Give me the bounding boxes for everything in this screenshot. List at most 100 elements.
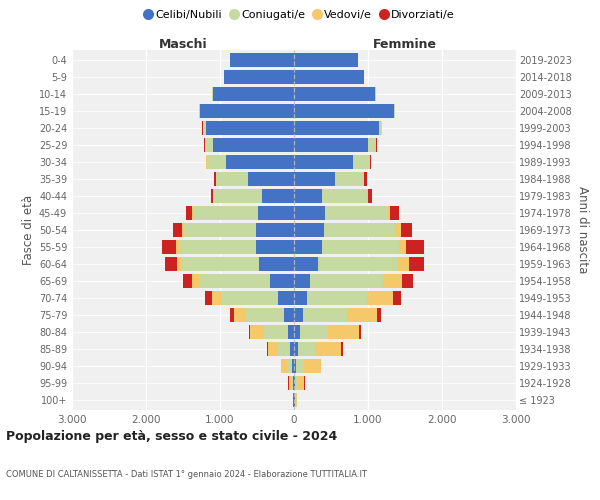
Text: COMUNE DI CALTANISSETTA - Dati ISTAT 1° gennaio 2024 - Elaborazione TUTTITALIA.I: COMUNE DI CALTANISSETTA - Dati ISTAT 1° …: [6, 470, 367, 479]
Bar: [315, 342, 341, 356]
Bar: [192, 274, 199, 288]
Bar: [180, 240, 256, 254]
Bar: [164, 256, 177, 271]
Bar: [203, 121, 206, 136]
Bar: [230, 53, 294, 68]
Bar: [293, 392, 294, 407]
Bar: [294, 87, 376, 102]
Bar: [294, 189, 322, 204]
Bar: [393, 290, 401, 305]
Bar: [256, 240, 294, 254]
Bar: [394, 104, 395, 118]
Bar: [294, 104, 394, 118]
Bar: [291, 376, 293, 390]
Bar: [319, 256, 397, 271]
Bar: [390, 206, 399, 220]
Bar: [294, 53, 358, 68]
Bar: [292, 358, 294, 373]
Y-axis label: Anni di nascita: Anni di nascita: [576, 186, 589, 274]
Text: Femmine: Femmine: [373, 38, 437, 51]
Bar: [399, 240, 406, 254]
Bar: [406, 240, 424, 254]
Bar: [294, 324, 300, 339]
Bar: [234, 308, 246, 322]
Bar: [214, 172, 216, 186]
Bar: [294, 70, 364, 84]
Bar: [294, 206, 325, 220]
Bar: [184, 223, 256, 237]
Bar: [265, 324, 288, 339]
Bar: [367, 290, 393, 305]
Bar: [294, 376, 295, 390]
Bar: [294, 308, 303, 322]
Legend: Celibi/Nubili, Coniugati/e, Vedovi/e, Divorziati/e: Celibi/Nubili, Coniugati/e, Vedovi/e, Di…: [141, 6, 459, 25]
Bar: [323, 223, 395, 237]
Bar: [368, 138, 376, 152]
Bar: [221, 290, 278, 305]
Bar: [370, 155, 371, 170]
Bar: [328, 324, 359, 339]
Text: Popolazione per età, sesso e stato civile - 2024: Popolazione per età, sesso e stato civil…: [6, 430, 337, 443]
Bar: [246, 308, 284, 322]
Bar: [383, 274, 402, 288]
Bar: [377, 308, 382, 322]
Bar: [294, 256, 319, 271]
Bar: [395, 223, 401, 237]
Bar: [192, 206, 193, 220]
Bar: [217, 172, 248, 186]
Bar: [320, 358, 322, 373]
Bar: [177, 256, 182, 271]
Bar: [199, 274, 269, 288]
Bar: [293, 376, 294, 390]
Bar: [294, 240, 322, 254]
Bar: [248, 172, 294, 186]
Bar: [322, 189, 367, 204]
Bar: [262, 189, 294, 204]
Bar: [296, 358, 304, 373]
Bar: [397, 256, 409, 271]
Bar: [173, 223, 182, 237]
Bar: [193, 206, 258, 220]
Bar: [212, 87, 294, 102]
Bar: [278, 342, 290, 356]
Bar: [294, 358, 296, 373]
Bar: [367, 189, 368, 204]
Bar: [310, 274, 383, 288]
Bar: [211, 189, 214, 204]
Bar: [205, 290, 212, 305]
Bar: [376, 138, 377, 152]
Bar: [303, 308, 347, 322]
Bar: [249, 324, 250, 339]
Bar: [226, 155, 294, 170]
Bar: [259, 256, 294, 271]
Bar: [182, 223, 184, 237]
Bar: [287, 358, 292, 373]
Bar: [183, 274, 192, 288]
Bar: [353, 155, 370, 170]
Bar: [325, 206, 387, 220]
Bar: [341, 342, 343, 356]
Bar: [258, 206, 294, 220]
Bar: [205, 138, 214, 152]
Bar: [335, 172, 364, 186]
Bar: [298, 342, 315, 356]
Bar: [186, 206, 192, 220]
Bar: [322, 240, 399, 254]
Bar: [298, 376, 304, 390]
Bar: [224, 70, 294, 84]
Bar: [288, 324, 294, 339]
Bar: [278, 290, 294, 305]
Bar: [294, 392, 295, 407]
Bar: [200, 104, 294, 118]
Bar: [294, 274, 310, 288]
Bar: [409, 256, 424, 271]
Bar: [214, 138, 294, 152]
Bar: [368, 189, 372, 204]
Bar: [256, 223, 294, 237]
Y-axis label: Fasce di età: Fasce di età: [22, 195, 35, 265]
Bar: [401, 223, 412, 237]
Bar: [230, 308, 234, 322]
Bar: [364, 172, 367, 186]
Bar: [294, 155, 353, 170]
Bar: [204, 138, 205, 152]
